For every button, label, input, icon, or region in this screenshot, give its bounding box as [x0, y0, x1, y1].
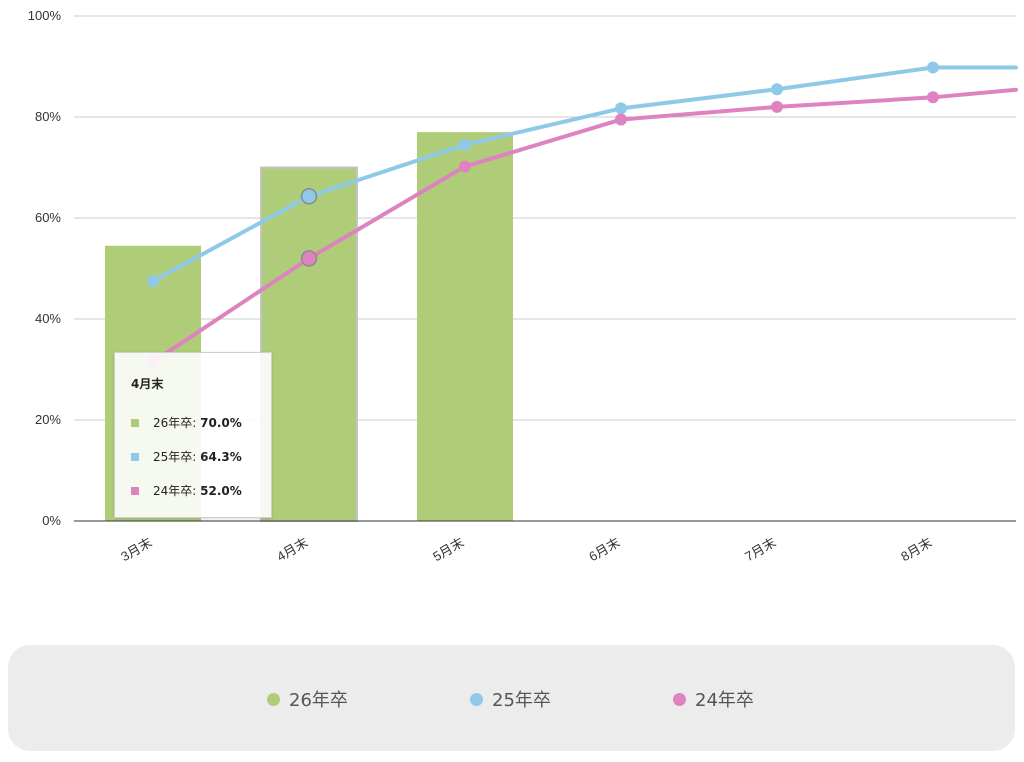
tooltip-row-24: 24年卒: 52.0% [131, 482, 271, 500]
legend-label-24: 24年卒 [695, 690, 754, 711]
tooltip-value-25: 64.3% [200, 450, 242, 464]
tooltip-series-25: 25年卒 [153, 450, 193, 464]
x-tick-label: 7月末 [742, 535, 778, 565]
tooltip-value-26: 70.0% [200, 416, 242, 430]
data-point [615, 102, 627, 115]
bar [260, 166, 358, 522]
data-point [300, 188, 318, 205]
data-point [615, 113, 627, 126]
data-point [927, 91, 939, 104]
tooltip-series-26: 26年卒 [153, 416, 193, 430]
tooltip-row-25: 25年卒: 64.3% [131, 448, 271, 466]
tooltip-swatch-25 [131, 453, 139, 461]
chart-legend: 26年卒 25年卒 24年卒 [8, 645, 1015, 751]
tooltip-swatch-24 [131, 487, 139, 495]
data-point [300, 250, 318, 267]
tooltip-value-24: 52.0% [200, 484, 242, 498]
legend-dot-icon [673, 692, 686, 706]
data-point [147, 275, 159, 288]
y-tick-label: 60% [35, 210, 61, 225]
legend-item-24[interactable]: 24年卒 [673, 686, 754, 712]
legend-item-26[interactable]: 26年卒 [267, 686, 348, 712]
legend-label-26: 26年卒 [289, 690, 348, 711]
data-point [771, 83, 783, 96]
y-tick-label: 40% [35, 311, 61, 326]
y-tick-label: 80% [35, 109, 61, 124]
y-tick-label: 0% [42, 513, 61, 528]
tooltip-title: 4月末 [131, 377, 164, 391]
x-tick-label: 8月末 [898, 535, 934, 565]
data-point [927, 61, 939, 74]
x-tick-label: 5月末 [430, 535, 466, 565]
y-tick-label: 20% [35, 412, 61, 427]
legend-label-25: 25年卒 [492, 690, 551, 711]
x-tick-label: 6月末 [586, 535, 622, 565]
y-tick-label: 100% [28, 8, 62, 23]
data-point [459, 138, 471, 151]
x-tick-label: 3月末 [118, 535, 154, 565]
legend-dot-icon [470, 692, 483, 706]
tooltip-series-24: 24年卒 [153, 484, 193, 498]
tooltip-swatch-26 [131, 419, 139, 427]
bar [417, 132, 513, 521]
tooltip-row-26: 26年卒: 70.0% [131, 414, 271, 432]
legend-dot-icon [267, 692, 280, 706]
x-tick-label: 4月末 [274, 535, 310, 565]
chart-plot: 0% 20% 40% 60% 80% 100% 3月末 4月末 5月末 6月末 7月末 8月末 [28, 8, 1018, 565]
data-point [771, 100, 783, 113]
data-point [459, 160, 471, 173]
chart-tooltip: 4月末 26年卒: 70.0% 25年卒: 64.3% 24年卒: 52.0% [114, 352, 272, 518]
legend-item-25[interactable]: 25年卒 [470, 686, 551, 712]
